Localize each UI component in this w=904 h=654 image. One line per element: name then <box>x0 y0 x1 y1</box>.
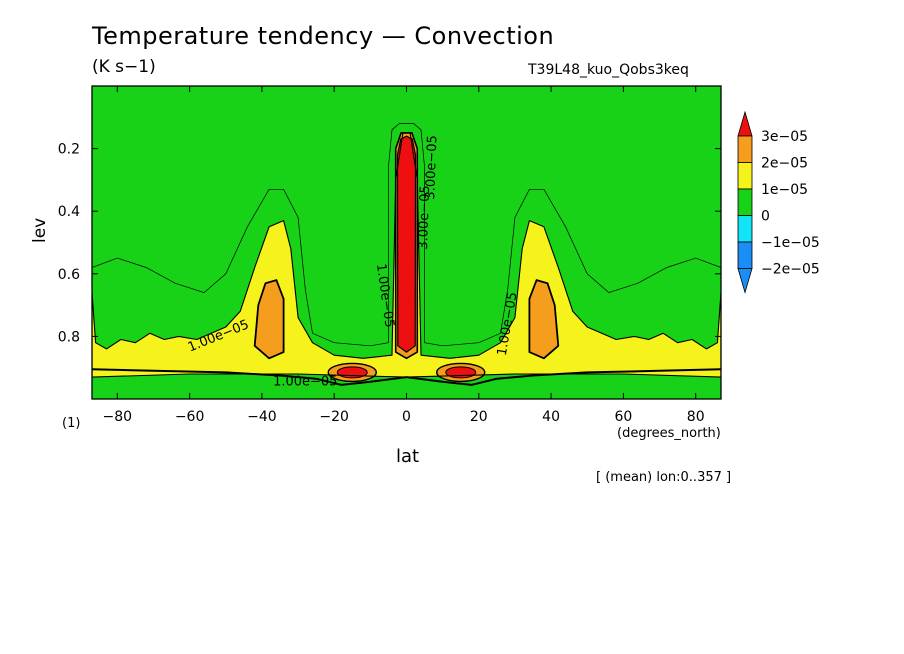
x-tick-label: −60 <box>175 409 205 425</box>
field-level-3e-05-column <box>397 136 416 353</box>
contour-line-group <box>92 123 721 386</box>
colorbar-swatch-4 <box>737 215 753 243</box>
contour-label-6: 1.00e−05 <box>273 374 337 389</box>
x-tick-label: −20 <box>319 409 349 425</box>
colorbar-label: −2e−05 <box>761 262 820 278</box>
contour-line-lowlevel-north <box>436 362 486 383</box>
contour-line-lowlevel-inner-north <box>445 366 477 379</box>
colorbar-label: 1e−05 <box>761 182 808 198</box>
colorbar-label: 2e−05 <box>761 156 808 172</box>
y-tick-label: 0.8 <box>58 329 80 345</box>
contour-line-surface <box>92 368 721 386</box>
colorbar-label: 0 <box>761 209 770 225</box>
contour-line-lowlevel-south <box>327 362 377 383</box>
y-tick-label: 0.2 <box>58 142 80 158</box>
colorbar-label: −1e−05 <box>761 235 820 251</box>
contour-line-3e-05-column <box>396 135 417 353</box>
colorbar-swatch-1 <box>737 135 753 163</box>
colorbar-swatch-3 <box>737 188 753 216</box>
x-tick-label: 40 <box>542 409 560 425</box>
colorbar-bottom-arrow <box>737 268 753 294</box>
field-level-2e-05-north <box>529 280 559 359</box>
contour-fill-group <box>92 86 721 399</box>
field-lowlevel-base <box>92 377 721 390</box>
field-level-2e-05-south <box>254 280 284 359</box>
x-tick-label: 80 <box>687 409 705 425</box>
y-tick-label: 0.6 <box>58 267 80 283</box>
y-tick-label: 0.4 <box>58 204 80 220</box>
contour-label-3: 3.00e−05 <box>416 185 433 250</box>
x-axis-ticks: −80 −60 −40 −20 0 20 40 60 80 <box>103 86 705 425</box>
x-tick-label: −80 <box>103 409 133 425</box>
run-label: T39L48_kuo_Qobs3keq <box>528 62 689 78</box>
x-tick-label: 0 <box>402 409 411 425</box>
contour-line-2e-05-north <box>528 279 560 360</box>
colorbar-legend: 3e−05 2e−05 1e−05 0 −1e−05 −2e−05 <box>737 110 820 294</box>
colorbar-top-arrow <box>737 110 753 137</box>
contour-label-4: 3.00e−05 <box>423 135 440 200</box>
contour-line-2e-05-south <box>253 279 285 360</box>
chart-units: (K s−1) <box>92 57 156 77</box>
averaging-note: [ (mean) lon:0..357 ] <box>596 470 732 485</box>
contour-line-2e-05-column <box>394 132 419 360</box>
contour-line-lowlevel-inner-south <box>336 366 368 379</box>
x-tick-label: −40 <box>247 409 277 425</box>
colorbar-swatch-5 <box>737 241 753 269</box>
y-axis-ticks: 0.2 0.4 0.6 0.8 <box>58 142 721 345</box>
x-tick-label: 20 <box>470 409 488 425</box>
contour-line-outer <box>92 123 721 347</box>
colorbar-label: 3e−05 <box>761 129 808 145</box>
contour-line-1e-05 <box>92 132 721 378</box>
colorbar-swatch-2 <box>737 162 753 190</box>
x-axis-unit-label: (degrees_north) <box>617 426 721 441</box>
x-tick-label: 60 <box>614 409 632 425</box>
chart-title: Temperature tendency — Convection <box>92 22 555 50</box>
x-axis-label: lat <box>396 446 420 467</box>
y-axis-scale-label: (1) <box>62 416 81 431</box>
